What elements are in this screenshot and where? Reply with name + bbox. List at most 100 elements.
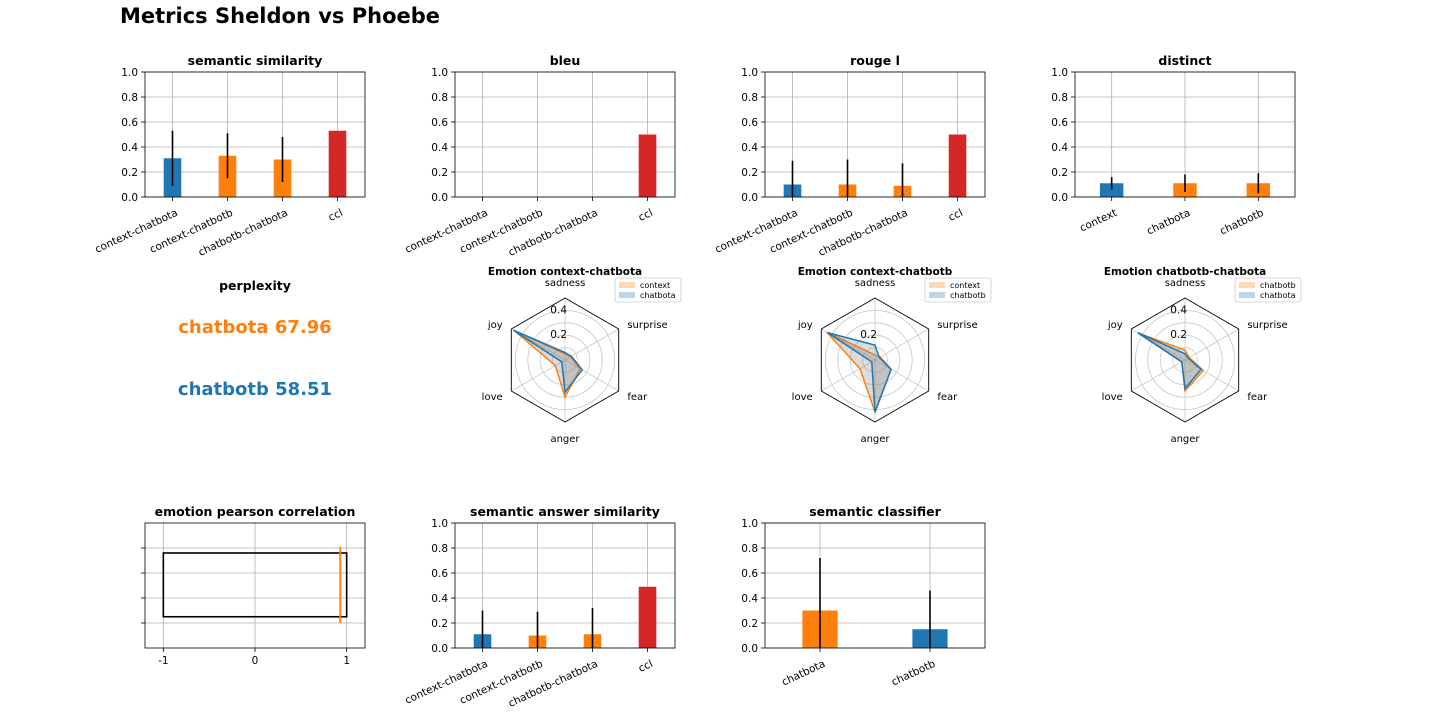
axes-frame <box>144 71 366 198</box>
radar-spoke <box>564 359 619 392</box>
xtick-label: 1 <box>343 655 350 667</box>
xtick-label: 0 <box>252 655 259 667</box>
legend-label: chatbotb <box>950 291 986 300</box>
xtick-label: chatbotb-chatbota <box>817 207 910 259</box>
radar-axis-label: joy <box>797 320 813 331</box>
chart-panel: 0.00.20.40.60.81.0context-chatbotacontex… <box>403 53 676 259</box>
ytick-label: 0.6 <box>121 117 138 129</box>
chart-title: Emotion context-chatbotb <box>798 266 953 278</box>
chart-title: distinct <box>1158 53 1211 68</box>
ytick-label: 0.0 <box>1051 192 1068 204</box>
legend-box <box>924 277 992 303</box>
radar-axis-label: fear <box>937 392 958 403</box>
chart-title: bleu <box>550 53 581 68</box>
ytick-label: 0.8 <box>741 543 758 555</box>
radar-frame <box>820 297 930 423</box>
xtick-label: chatbota <box>1145 207 1192 238</box>
ytick-label: 0.4 <box>741 142 758 154</box>
radar-axis-label: surprise <box>1247 320 1287 331</box>
bar <box>638 586 657 648</box>
radar-rtick-label: 0.4 <box>1170 304 1187 316</box>
radar-spoke <box>511 359 566 392</box>
radar-spoke <box>874 328 929 361</box>
radar-axis-label: fear <box>1247 392 1268 403</box>
chart-panel: 0.00.20.40.60.81.0context-chatbotacontex… <box>93 53 366 259</box>
chart-title: semantic similarity <box>188 53 323 68</box>
radar-spoke <box>874 359 929 392</box>
radar-spoke <box>1131 359 1186 392</box>
chart-title: Emotion chatbotb-chatbota <box>1104 266 1266 278</box>
perplexity-chatbota: chatbota 67.96 <box>178 317 332 338</box>
radar-spoke <box>564 328 619 361</box>
ytick-label: 0.2 <box>1051 167 1068 179</box>
chart-panel: 0.2 0.4 sadness surprise fear anger love joy Emo… <box>482 266 682 445</box>
xtick-label: ccl <box>947 207 965 224</box>
legend-label: context <box>640 281 670 290</box>
radar-axis-label: sadness <box>855 278 896 289</box>
legend-label: context <box>950 281 980 290</box>
ytick-label: 0.6 <box>431 568 448 580</box>
axes-frame <box>454 71 676 198</box>
ytick-label: 0.6 <box>741 117 758 129</box>
radar-spoke <box>1184 359 1239 392</box>
radar-axis-label: surprise <box>937 320 977 331</box>
ytick-label: 0.0 <box>121 192 138 204</box>
radar-rtick-label: 0.2 <box>1170 329 1187 341</box>
radar-rtick-label: 0.4 <box>550 304 567 316</box>
ytick-label: 1.0 <box>1051 67 1068 79</box>
ytick-label: 1.0 <box>121 67 138 79</box>
radar-rtick-label: 0.2 <box>860 329 877 341</box>
ytick-label: 0.8 <box>431 543 448 555</box>
xtick-label: ccl <box>327 207 345 224</box>
ytick-label: 0.6 <box>1051 117 1068 129</box>
chart-title: rouge l <box>850 53 900 68</box>
ytick-label: 0.4 <box>1051 142 1068 154</box>
legend-swatch <box>1239 282 1255 288</box>
radar-series <box>513 329 584 395</box>
ytick-label: 0.0 <box>741 643 758 655</box>
chart-title: Emotion context-chatbota <box>488 266 642 278</box>
radar-rtick-label: 0.2 <box>550 329 567 341</box>
ytick-label: 1.0 <box>741 518 758 530</box>
radar-axis-label: joy <box>487 320 503 331</box>
ytick-label: 0.4 <box>431 142 448 154</box>
radar-spoke <box>821 359 876 392</box>
figure-title: Metrics Sheldon vs Phoebe <box>120 4 441 28</box>
radar-axis-label: joy <box>1107 320 1123 331</box>
radar-axis-label: anger <box>1170 434 1200 445</box>
perplexity-title: perplexity <box>219 278 291 293</box>
ytick-label: 0.8 <box>1051 92 1068 104</box>
bar <box>328 130 347 197</box>
ytick-label: 0.4 <box>121 142 138 154</box>
ytick-label: 1.0 <box>431 518 448 530</box>
chart-panel: 0.00.20.40.60.81.0context-chatbotacontex… <box>403 504 676 710</box>
ytick-label: 0.8 <box>431 92 448 104</box>
axes-frame <box>454 522 676 649</box>
legend-box <box>1234 277 1302 303</box>
axes-frame <box>764 71 986 198</box>
ytick-label: 1.0 <box>431 67 448 79</box>
radar-axis-label: sadness <box>545 278 586 289</box>
radar-axis-label: anger <box>860 434 890 445</box>
xtick-label: chatbotb-chatbota <box>507 207 600 259</box>
bar <box>1099 183 1124 197</box>
ytick-label: 0.2 <box>431 167 448 179</box>
legend-label: chatbotb <box>1260 281 1296 290</box>
xtick-label: chatbotb <box>890 658 938 689</box>
legend-label: chatbota <box>1260 291 1296 300</box>
radar-frame <box>1130 297 1240 423</box>
ytick-label: 0.8 <box>121 92 138 104</box>
ytick-label: 0.2 <box>741 618 758 630</box>
ytick-label: 0.0 <box>431 192 448 204</box>
radar-spoke <box>1184 328 1239 361</box>
legend-label: chatbota <box>640 291 676 300</box>
ytick-label: 1.0 <box>741 67 758 79</box>
xtick-label: -1 <box>158 655 168 667</box>
ytick-label: 0.2 <box>431 618 448 630</box>
xtick-label: chatbota <box>780 658 827 689</box>
radar-axis-label: love <box>482 392 503 403</box>
radar-axis-label: surprise <box>627 320 667 331</box>
box <box>162 552 348 618</box>
bar <box>638 134 657 197</box>
